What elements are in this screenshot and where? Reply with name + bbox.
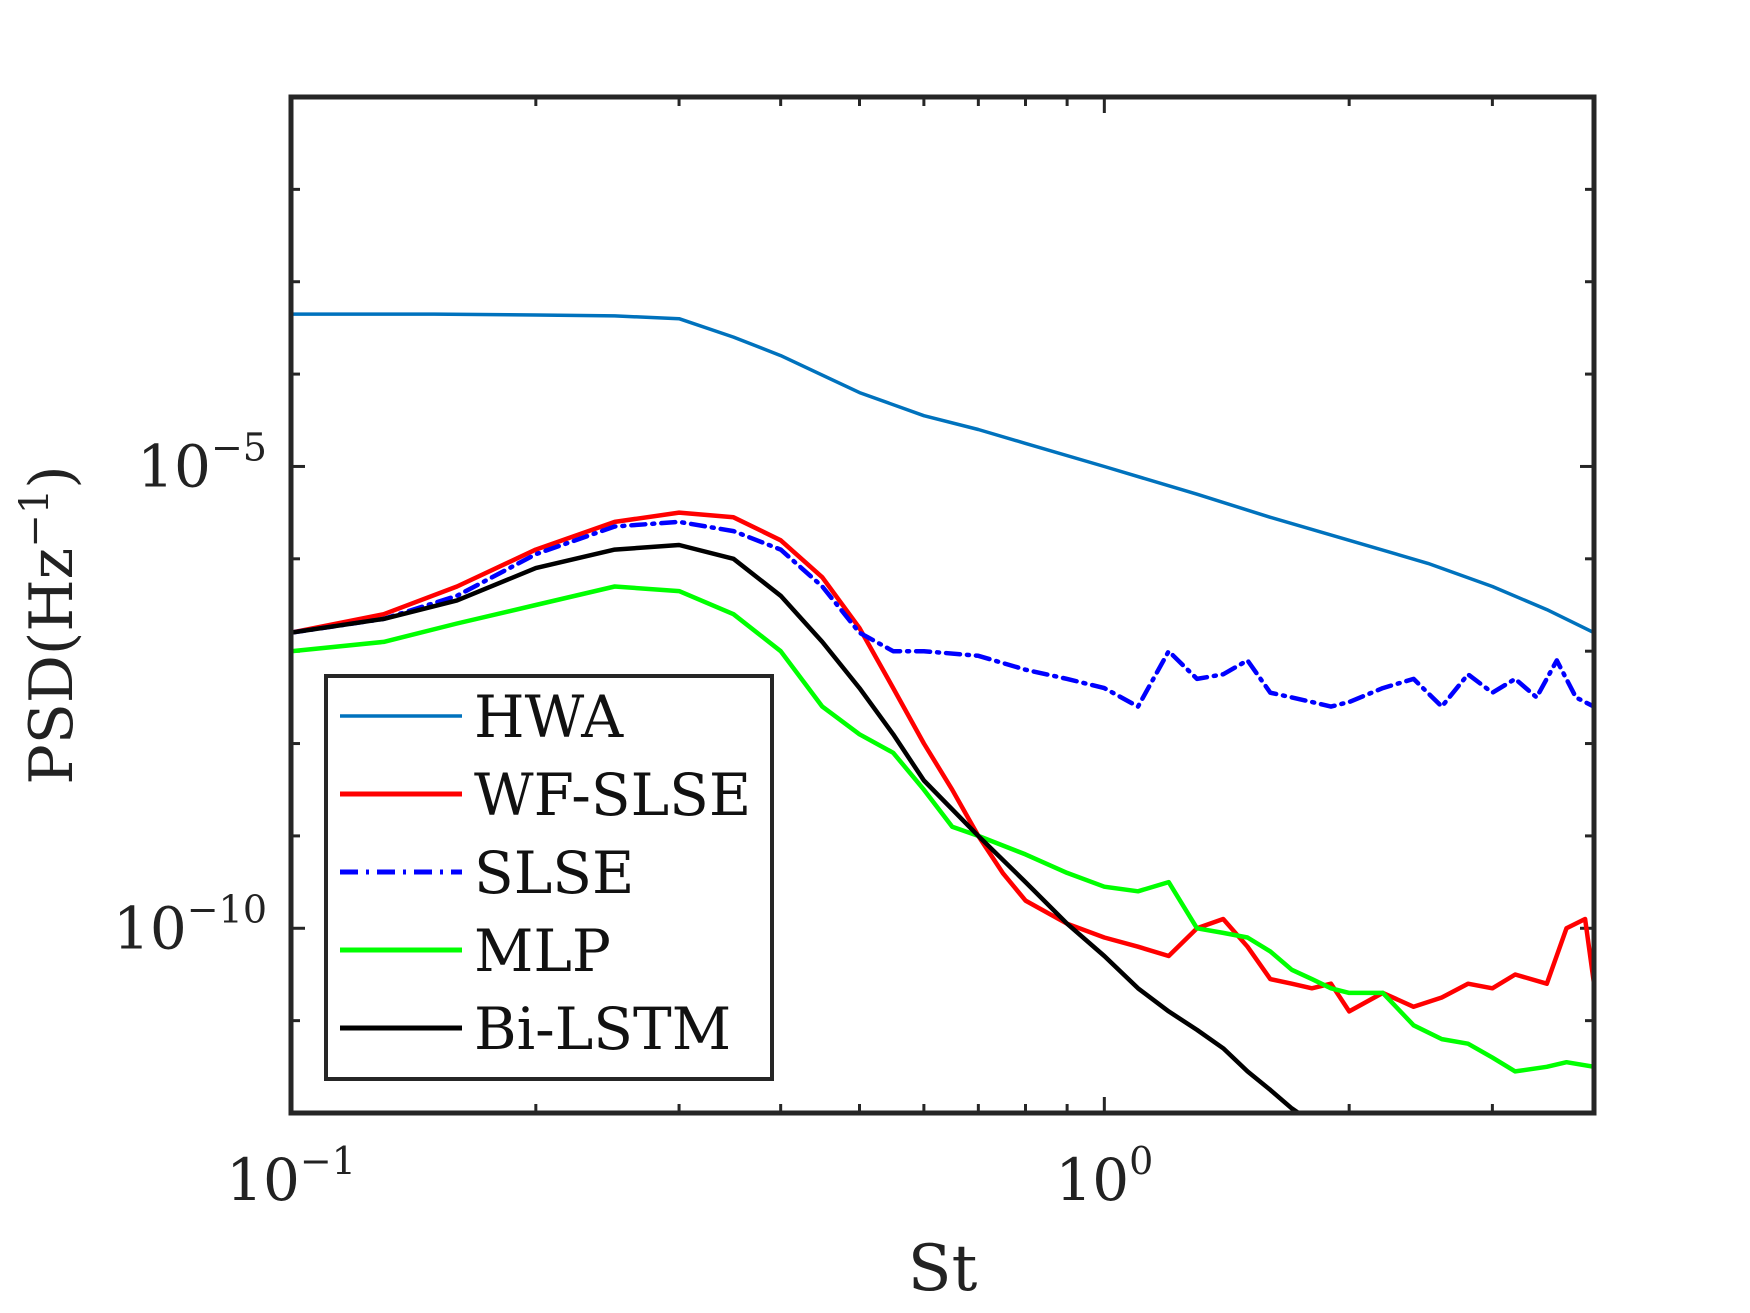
y-axis-label-main: PSD(Hz <box>17 548 87 785</box>
x-axis-label: St <box>908 1232 978 1306</box>
series-line-hwa <box>291 312 1594 635</box>
series-line-mlp <box>291 584 1594 1074</box>
legend: HWA WF-SLSE SLSE MLP Bi-LSTM <box>324 674 774 1081</box>
legend-label-bi-lstm: Bi-LSTM <box>474 995 731 1063</box>
legend-label-mlp: MLP <box>474 917 611 985</box>
legend-label-wf-slse: WF-SLSE <box>474 761 751 829</box>
x-tick-label: 10−1 <box>226 1139 356 1214</box>
legend-label-slse: SLSE <box>474 839 634 907</box>
series-layer <box>291 312 1594 1113</box>
y-tick-label-base: 10 <box>113 894 187 962</box>
legend-box <box>324 674 774 1081</box>
series-group <box>291 312 1594 1113</box>
x-tick-label-base: 10 <box>226 1146 300 1214</box>
plot-frame <box>288 94 1597 1116</box>
y-tick-label: 10−5 <box>137 425 267 500</box>
legend-label-hwa: HWA <box>474 683 624 751</box>
y-axis-label-exponent: −1 <box>12 489 58 548</box>
series-line-bi-lstm <box>291 542 1303 1113</box>
series-line-slse <box>291 519 1594 709</box>
x-tick-label-exponent: −1 <box>300 1139 356 1183</box>
series-line-wf-slse <box>291 510 1594 1014</box>
y-axis-label: PSD(Hz−1) <box>12 465 87 784</box>
x-tick-label: 100 <box>1055 1139 1153 1214</box>
y-tick-label-base: 10 <box>137 432 211 500</box>
x-tick-label-exponent: 0 <box>1129 1139 1153 1183</box>
y-tick-label-exponent: −10 <box>187 887 267 931</box>
x-tick-label-base: 10 <box>1055 1146 1129 1214</box>
y-tick-label-exponent: −5 <box>211 425 267 469</box>
y-axis-label-close: ) <box>17 465 87 488</box>
y-tick-label: 10−10 <box>113 887 267 962</box>
